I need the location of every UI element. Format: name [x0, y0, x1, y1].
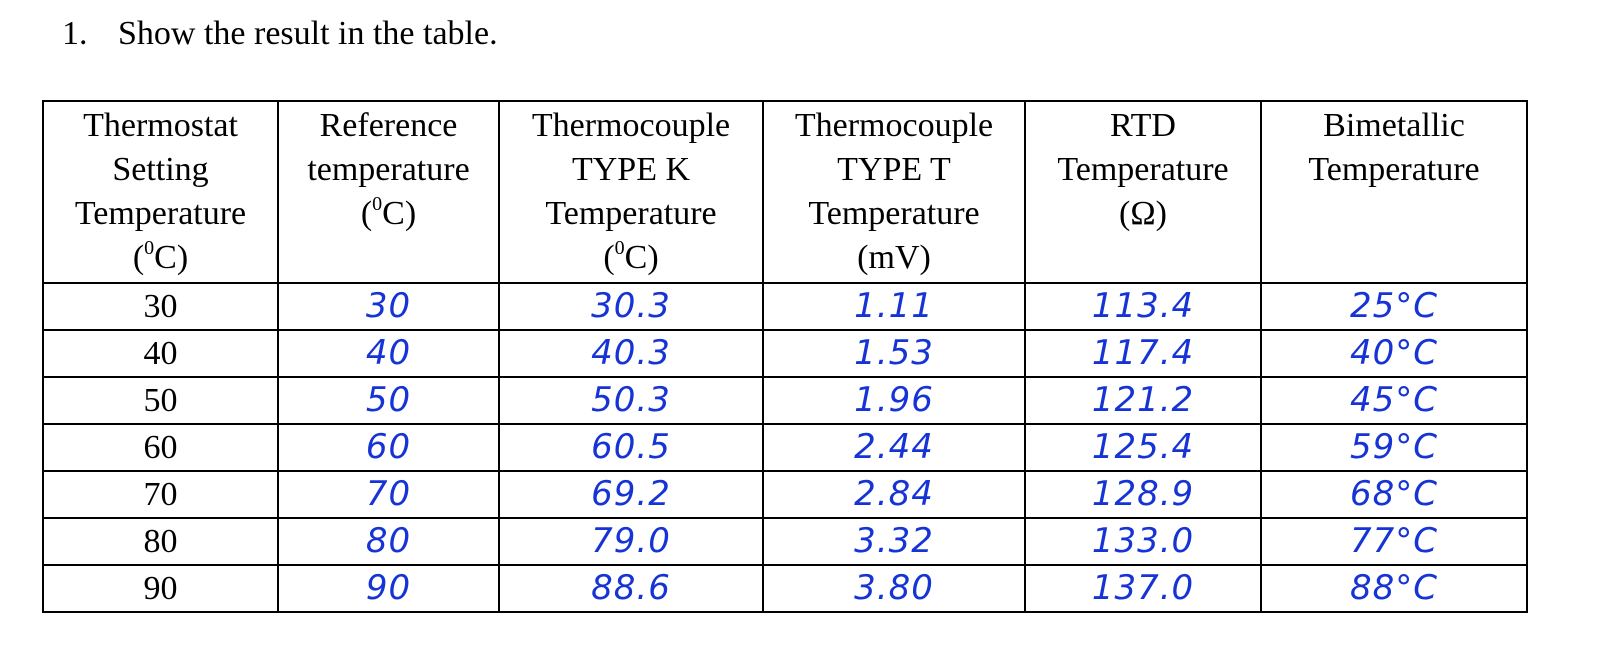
type-t-cell: 3.32: [762, 517, 1026, 566]
header-bimetallic-temperature: Bimetallic Temperature: [1260, 100, 1528, 284]
type-t-cell: 1.53: [762, 329, 1026, 378]
table-row: 50 50 50.3 1.96 121.2 45°C: [42, 376, 1528, 425]
rtd-cell: 133.0: [1024, 517, 1262, 566]
bimetallic-cell: 68°C: [1260, 470, 1528, 519]
table-row: 40 40 40.3 1.53 117.4 40°C: [42, 329, 1528, 378]
table-row: 80 80 79.0 3.32 133.0 77°C: [42, 517, 1528, 566]
type-t-cell: 1.96: [762, 376, 1026, 425]
thermostat-setting-cell: 70: [42, 470, 279, 519]
bimetallic-cell: 40°C: [1260, 329, 1528, 378]
type-t-cell: 3.80: [762, 564, 1026, 613]
type-t-cell: 1.11: [762, 282, 1026, 331]
thermostat-setting-cell: 30: [42, 282, 279, 331]
thermostat-setting-cell: 50: [42, 376, 279, 425]
bimetallic-cell: 25°C: [1260, 282, 1528, 331]
instruction-text: Show the result in the table.: [118, 15, 498, 52]
reference-temperature-cell: 70: [277, 470, 500, 519]
thermostat-setting-cell: 90: [42, 564, 279, 613]
reference-temperature-cell: 30: [277, 282, 500, 331]
reference-temperature-cell: 50: [277, 376, 500, 425]
table-row: 60 60 60.5 2.44 125.4 59°C: [42, 423, 1528, 472]
header-thermostat-setting: Thermostat Setting Temperature (0C): [42, 100, 279, 284]
instruction-heading: 1. Show the result in the table.: [62, 12, 498, 56]
type-t-cell: 2.84: [762, 470, 1026, 519]
reference-temperature-cell: 60: [277, 423, 500, 472]
rtd-cell: 128.9: [1024, 470, 1262, 519]
thermostat-setting-cell: 40: [42, 329, 279, 378]
header-row: Thermostat Setting Temperature (0C) Refe…: [42, 100, 1528, 284]
bimetallic-cell: 88°C: [1260, 564, 1528, 613]
thermostat-setting-cell: 60: [42, 423, 279, 472]
header-reference-temperature: Reference temperature (0C): [277, 100, 500, 284]
type-k-cell: 30.3: [498, 282, 764, 331]
reference-temperature-cell: 80: [277, 517, 500, 566]
table-row: 70 70 69.2 2.84 128.9 68°C: [42, 470, 1528, 519]
instruction-number: 1.: [62, 15, 88, 52]
rtd-cell: 121.2: [1024, 376, 1262, 425]
header-thermocouple-type-k: Thermocouple TYPE K Temperature (0C): [498, 100, 764, 284]
header-rtd-temperature: RTD Temperature (Ω): [1024, 100, 1262, 284]
rtd-cell: 125.4: [1024, 423, 1262, 472]
table-row: 30 30 30.3 1.11 113.4 25°C: [42, 282, 1528, 331]
type-k-cell: 88.6: [498, 564, 764, 613]
rtd-cell: 113.4: [1024, 282, 1262, 331]
bimetallic-cell: 77°C: [1260, 517, 1528, 566]
type-k-cell: 79.0: [498, 517, 764, 566]
thermostat-setting-cell: 80: [42, 517, 279, 566]
results-table: Thermostat Setting Temperature (0C) Refe…: [42, 100, 1528, 613]
table-row: 90 90 88.6 3.80 137.0 88°C: [42, 564, 1528, 613]
reference-temperature-cell: 40: [277, 329, 500, 378]
rtd-cell: 117.4: [1024, 329, 1262, 378]
reference-temperature-cell: 90: [277, 564, 500, 613]
table-body: 30 30 30.3 1.11 113.4 25°C 40 40 40.3 1.53 117.4 40…: [42, 282, 1528, 613]
type-k-cell: 60.5: [498, 423, 764, 472]
type-k-cell: 40.3: [498, 329, 764, 378]
type-t-cell: 2.44: [762, 423, 1026, 472]
rtd-cell: 137.0: [1024, 564, 1262, 613]
bimetallic-cell: 45°C: [1260, 376, 1528, 425]
type-k-cell: 69.2: [498, 470, 764, 519]
type-k-cell: 50.3: [498, 376, 764, 425]
header-thermocouple-type-t: Thermocouple TYPE T Temperature (mV): [762, 100, 1026, 284]
bimetallic-cell: 59°C: [1260, 423, 1528, 472]
